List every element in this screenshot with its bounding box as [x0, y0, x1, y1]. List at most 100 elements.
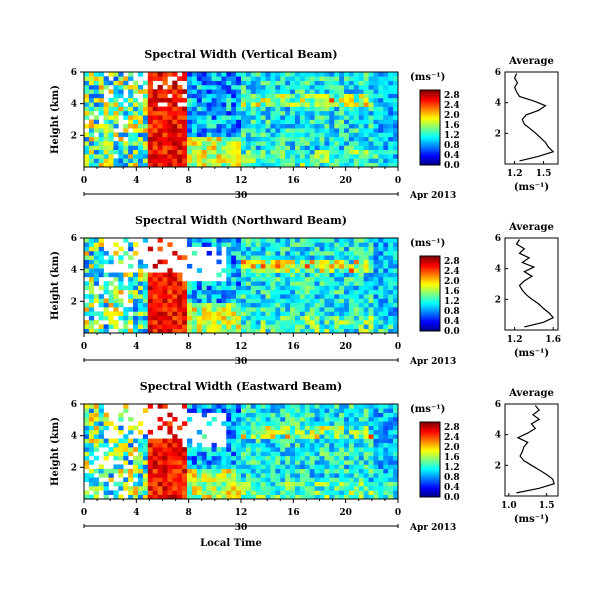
heatmap-cell — [221, 285, 227, 291]
heatmap-cell — [270, 268, 276, 273]
heatmap-cell — [157, 320, 163, 325]
heatmap-cell — [191, 455, 198, 461]
heatmap-cell — [324, 289, 330, 295]
heatmap-cell — [231, 80, 237, 86]
heatmap-cell — [373, 486, 379, 491]
colorbar-swatch — [420, 306, 440, 309]
heatmap-cell — [348, 324, 355, 329]
heatmap-cell — [241, 324, 247, 329]
heatmap-cell — [250, 494, 257, 500]
heatmap-cell — [84, 272, 90, 278]
heatmap-cell — [260, 434, 266, 439]
heatmap-cell — [250, 145, 257, 151]
heatmap-cell — [167, 307, 173, 312]
heatmap-cell — [373, 451, 379, 457]
heatmap-cell — [226, 255, 232, 260]
heatmap-cell — [147, 429, 153, 435]
heatmap-cell — [270, 434, 276, 439]
heatmap-cell — [285, 328, 291, 334]
heatmap-cell — [393, 429, 399, 435]
heatmap-cell — [241, 455, 247, 461]
heatmap-cell — [182, 128, 188, 133]
heatmap-cell — [363, 276, 369, 282]
heatmap-cell — [324, 468, 330, 474]
heatmap-cell — [231, 276, 237, 282]
heatmap-cell — [88, 128, 95, 133]
heatmap-cell — [329, 154, 335, 159]
heatmap-cell — [113, 162, 119, 168]
heatmap-cell — [280, 490, 286, 495]
heatmap-cell — [152, 438, 158, 444]
heatmap-cell — [363, 404, 369, 409]
heatmap-cell — [250, 76, 257, 81]
heatmap-cell — [304, 97, 310, 103]
heatmap-cell — [142, 307, 149, 312]
heatmap-cell — [108, 162, 114, 168]
heatmap-cell — [123, 404, 129, 409]
heatmap-cell — [152, 106, 158, 112]
heatmap-cell — [348, 285, 355, 291]
heatmap-cell — [245, 486, 252, 491]
heatmap-cell — [260, 93, 266, 99]
heatmap-cell — [378, 460, 384, 465]
heatmap-cell — [137, 106, 144, 112]
heatmap-cell — [162, 294, 168, 299]
heatmap-cell — [309, 128, 315, 133]
heatmap-cell — [353, 468, 360, 474]
heatmap-cell — [245, 481, 252, 487]
heatmap-cell — [216, 272, 222, 278]
heatmap-cell — [348, 110, 355, 116]
heatmap-cell — [128, 281, 134, 286]
heatmap-cell — [348, 464, 355, 470]
heatmap-cell — [344, 434, 350, 439]
colorbar-swatch — [420, 465, 440, 468]
heatmap-cell — [152, 311, 158, 317]
heatmap-cell — [206, 154, 212, 159]
heatmap-cell — [162, 298, 168, 304]
heatmap-cell — [201, 408, 207, 413]
heatmap-cell — [344, 416, 350, 422]
heatmap-cell — [383, 145, 389, 151]
heatmap-cell — [250, 110, 257, 116]
heatmap-cell — [378, 307, 384, 312]
heatmap-cell — [241, 494, 247, 500]
heatmap-cell — [353, 434, 360, 439]
heatmap-cell — [260, 404, 266, 409]
heatmap-cell — [388, 494, 394, 500]
heatmap-cell — [329, 311, 335, 317]
heatmap-cell — [309, 272, 315, 278]
heatmap-cell — [152, 468, 158, 474]
heatmap-cell — [93, 455, 100, 461]
heatmap-cell — [388, 72, 394, 77]
heatmap-cell — [329, 263, 335, 269]
heatmap-cell — [147, 106, 153, 112]
heatmap-cell — [270, 404, 276, 409]
colorbar-swatch — [420, 97, 440, 100]
heatmap-cell — [255, 89, 261, 94]
heatmap-cell — [334, 115, 340, 120]
heatmap-cell — [255, 102, 261, 107]
heatmap-cell — [265, 97, 271, 103]
heatmap-cell — [93, 404, 100, 409]
heatmap-cell — [108, 302, 114, 308]
heatmap-cell — [290, 110, 296, 116]
heatmap-cell — [314, 451, 320, 457]
heatmap-cell — [275, 72, 281, 77]
heatmap-cell — [373, 132, 379, 138]
heatmap-cell — [108, 298, 114, 304]
profile-y-tick-label: 2 — [495, 461, 501, 471]
heatmap-cell — [270, 468, 276, 474]
heatmap-cell — [123, 154, 129, 159]
heatmap-cell — [231, 320, 237, 325]
heatmap-cell — [123, 455, 129, 461]
heatmap-cell — [334, 285, 340, 291]
heatmap-cell — [304, 281, 310, 286]
heatmap-cell — [162, 119, 168, 125]
heatmap-cell — [388, 468, 394, 474]
heatmap-cell — [285, 289, 291, 295]
heatmap-cell — [182, 123, 188, 129]
heatmap-cell — [177, 119, 183, 125]
heatmap-cell — [133, 242, 139, 247]
heatmap-cell — [250, 93, 257, 99]
heatmap-cell — [260, 289, 266, 295]
